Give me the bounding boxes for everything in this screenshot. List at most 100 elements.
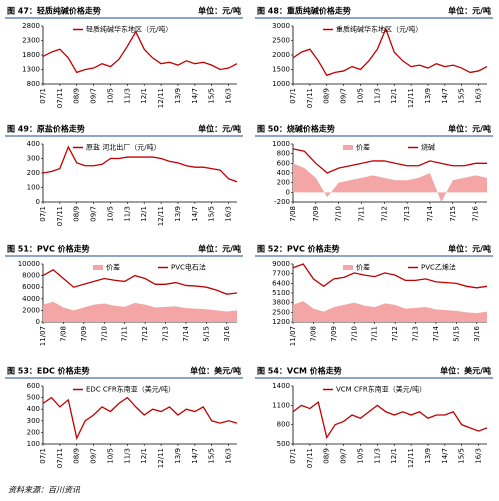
line xyxy=(42,396,238,441)
x-tick-label: 7/13 xyxy=(162,326,170,342)
x-tick-label: 12/11 xyxy=(157,206,165,226)
y-tick-label: 1200 xyxy=(272,318,290,326)
x-tick-label: 3/16 xyxy=(223,325,231,341)
x-tick-label: 15/5 xyxy=(458,448,466,464)
x-tick-label: 7/12 xyxy=(391,326,399,342)
x-tick-label: 15/5 xyxy=(208,88,216,104)
unit-label: 单位：元/吨 xyxy=(448,6,491,16)
y-tick-label: 1000 xyxy=(272,80,290,88)
x-tick-label: 08/9 xyxy=(73,448,81,464)
x-tick-label: 12/11 xyxy=(157,448,165,468)
y-tick-label: 6000 xyxy=(22,283,40,291)
y-tick-label: 200 xyxy=(27,428,40,436)
y-tick-label: 2500 xyxy=(272,37,290,45)
legend-swatch xyxy=(343,145,353,150)
x-tick-label: 08/9 xyxy=(323,448,331,464)
x-tick-label: 15/5 xyxy=(208,448,216,464)
x-tick-label: 5/15 xyxy=(202,326,210,342)
area xyxy=(43,301,237,322)
y-tick-label: 1100 xyxy=(272,401,290,409)
x-tick-label: 14/7 xyxy=(191,448,199,464)
line xyxy=(42,269,238,295)
x-tick-label: 12/11 xyxy=(407,88,415,108)
x-tick-label: 11/3 xyxy=(373,448,381,464)
y-tick-label: 800 xyxy=(27,80,40,88)
x-tick-label: 3/16 xyxy=(473,325,481,341)
line xyxy=(42,30,238,74)
x-tick-label: 11/3 xyxy=(123,448,131,464)
x-tick-label: 10/5 xyxy=(356,88,364,104)
unit-label: 单位：美元/吨 xyxy=(190,366,241,376)
x-tick-label: 09/7 xyxy=(90,88,98,104)
legend-label: PVC乙烯法 xyxy=(421,263,456,272)
figure-title: 图 50：烧碱价格走势 xyxy=(257,124,335,134)
y-tick-label: 300 xyxy=(27,417,40,425)
x-tick-label: 7/08 xyxy=(289,206,297,222)
y-tick-label: 800 xyxy=(277,421,290,429)
y-tick-label: 2800 xyxy=(22,22,40,30)
figure-title: 图 54：VCM 价格走势 xyxy=(257,366,342,376)
line xyxy=(42,145,238,183)
figure-title: 图 53：EDC 价格走势 xyxy=(7,366,90,376)
figure-title: 图 52：PVC 价格走势 xyxy=(257,244,340,254)
x-tick-label: 13/9 xyxy=(174,88,182,104)
line xyxy=(292,400,488,440)
y-tick-label: 1300 xyxy=(22,66,40,74)
x-tick-label: 10/5 xyxy=(356,448,364,464)
x-tick-label: 7/11 xyxy=(371,326,379,342)
x-tick-label: 07/1 xyxy=(289,88,297,104)
legend-label: 原盐 河北出厂（元/吨） xyxy=(86,143,161,152)
y-tick-label: 500 xyxy=(277,440,290,448)
y-tick-label: 400 xyxy=(27,405,40,413)
x-tick-label: 07/11 xyxy=(306,88,314,108)
y-tick-label: 10000 xyxy=(18,260,40,268)
y-tick-label: 6400 xyxy=(272,279,290,287)
x-tick-label: 7/13 xyxy=(412,326,420,342)
source-note: 资料来源：百川资讯 xyxy=(8,486,81,495)
y-tick-label: 3800 xyxy=(272,299,290,307)
x-tick-label: 12/1 xyxy=(140,88,148,104)
x-tick-label: 7/10 xyxy=(335,206,343,222)
figure-title: 图 51：PVC 价格走势 xyxy=(7,244,90,254)
x-tick-label: 14/7 xyxy=(441,448,449,464)
x-tick-label: 7/09 xyxy=(80,326,88,342)
y-tick-label: 2000 xyxy=(22,306,40,314)
y-tick-label: 100 xyxy=(27,440,40,448)
x-tick-label: 07/11 xyxy=(56,448,64,468)
y-tick-label: 5100 xyxy=(272,289,290,297)
x-tick-label: 14/7 xyxy=(191,88,199,104)
x-tick-label: 16/3 xyxy=(225,206,233,222)
x-tick-label: 7/08 xyxy=(59,326,67,342)
x-tick-label: 11/3 xyxy=(373,88,381,104)
legend-swatch xyxy=(93,265,103,270)
y-tick-label: 1000 xyxy=(272,140,290,148)
legend-label: 价差 xyxy=(106,263,120,272)
x-tick-label: 7/08 xyxy=(309,326,317,342)
x-tick-label: 7/11 xyxy=(121,326,129,342)
y-tick-label: 500 xyxy=(27,394,40,402)
y-tick-label: 0 xyxy=(36,318,40,326)
legend-label: 价差 xyxy=(356,263,370,272)
y-tick-label: 3000 xyxy=(272,22,290,30)
x-tick-label: 07/11 xyxy=(56,206,64,226)
x-tick-label: 7/10 xyxy=(350,326,358,342)
line xyxy=(292,263,488,289)
y-tick-label: 7700 xyxy=(272,270,290,278)
y-tick-label: 2000 xyxy=(272,51,290,59)
x-tick-label: 13/9 xyxy=(174,448,182,464)
x-tick-label: 7/09 xyxy=(330,326,338,342)
x-tick-label: 12/1 xyxy=(390,88,398,104)
x-tick-label: 16/3 xyxy=(225,448,233,464)
x-tick-label: 10/5 xyxy=(106,206,114,222)
y-tick-label: 9000 xyxy=(272,260,290,268)
x-tick-label: 7/12 xyxy=(380,206,388,222)
legend-label: EDC CFR东南亚（美元/吨） xyxy=(86,385,175,394)
y-tick-label: 1800 xyxy=(22,51,40,59)
y-tick-label: 400 xyxy=(277,169,290,177)
legend-label: 价差 xyxy=(356,143,370,152)
legend-label: VCM CFR东南亚（美元/吨） xyxy=(336,385,426,394)
y-tick-label: 600 xyxy=(277,159,290,167)
y-tick-label: 100 xyxy=(27,184,40,192)
x-tick-label: 14/7 xyxy=(441,88,449,104)
